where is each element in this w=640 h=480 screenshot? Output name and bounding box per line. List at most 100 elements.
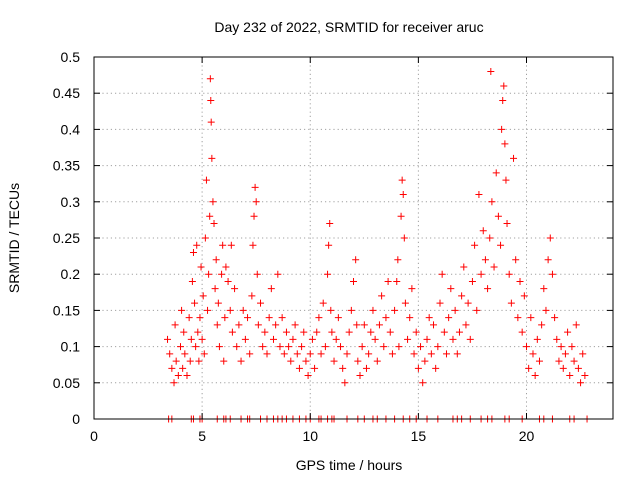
data-point xyxy=(400,234,408,242)
x-tick-label: 15 xyxy=(411,428,427,444)
data-point xyxy=(382,314,390,322)
data-point xyxy=(280,350,288,358)
data-point xyxy=(394,256,402,264)
data-point xyxy=(425,314,433,322)
data-point xyxy=(503,220,511,228)
data-point xyxy=(183,372,191,380)
data-point xyxy=(250,212,258,220)
data-point xyxy=(317,350,325,358)
data-point xyxy=(188,277,196,285)
data-point xyxy=(239,306,247,314)
data-point xyxy=(514,314,522,322)
data-point xyxy=(189,248,197,256)
data-point xyxy=(507,299,515,307)
data-point xyxy=(208,154,216,162)
data-point xyxy=(570,357,578,365)
data-point xyxy=(300,328,308,336)
data-point xyxy=(244,314,252,322)
x-tick-label: 20 xyxy=(519,428,535,444)
grid xyxy=(94,57,613,419)
data-point xyxy=(406,314,414,322)
data-points xyxy=(164,67,591,423)
data-point xyxy=(544,256,552,264)
y-tick-label: 0.15 xyxy=(53,302,80,318)
data-point xyxy=(327,306,335,314)
data-point xyxy=(282,328,290,336)
data-point xyxy=(395,343,403,351)
data-point xyxy=(362,364,370,372)
data-point xyxy=(494,212,502,220)
data-point xyxy=(219,241,227,249)
data-point xyxy=(166,350,174,358)
data-point xyxy=(449,335,457,343)
data-point xyxy=(199,292,207,300)
x-tick-label: 0 xyxy=(90,428,98,444)
data-point xyxy=(220,357,228,365)
data-point xyxy=(479,227,487,235)
data-point xyxy=(408,285,416,293)
data-point xyxy=(438,270,446,278)
data-point xyxy=(168,364,176,372)
data-point xyxy=(566,372,574,380)
data-point xyxy=(490,263,498,271)
data-point xyxy=(267,285,275,293)
data-point xyxy=(577,379,585,387)
data-point xyxy=(557,343,565,351)
data-point xyxy=(334,314,342,322)
data-point xyxy=(430,321,438,329)
data-point xyxy=(436,299,444,307)
data-point xyxy=(285,343,293,351)
chart-title: Day 232 of 2022, SRMTID for receiver aru… xyxy=(214,19,483,35)
data-point xyxy=(224,277,232,285)
data-point xyxy=(332,335,340,343)
data-point xyxy=(551,314,559,322)
data-point xyxy=(251,183,259,191)
y-tick-label: 0.25 xyxy=(53,230,80,246)
data-point xyxy=(171,321,179,329)
data-point xyxy=(341,379,349,387)
data-point xyxy=(378,292,386,300)
data-point xyxy=(505,270,513,278)
data-point xyxy=(468,277,476,285)
data-point xyxy=(347,306,355,314)
data-point xyxy=(311,364,319,372)
data-point xyxy=(201,234,209,242)
data-point xyxy=(215,343,223,351)
data-point xyxy=(499,96,507,104)
data-point xyxy=(207,96,215,104)
data-point xyxy=(321,343,329,351)
data-point xyxy=(497,241,505,249)
data-point xyxy=(442,350,450,358)
data-point xyxy=(170,379,178,387)
data-point xyxy=(388,350,396,358)
data-point xyxy=(360,321,368,329)
data-point xyxy=(391,306,399,314)
data-point xyxy=(473,306,481,314)
data-point xyxy=(432,364,440,372)
data-point xyxy=(419,379,427,387)
data-point xyxy=(579,350,587,358)
data-point xyxy=(399,191,407,199)
data-point xyxy=(319,299,327,307)
data-point xyxy=(276,343,284,351)
data-point xyxy=(178,306,186,314)
data-point xyxy=(410,350,418,358)
tick-labels: 0 5 10 15 20 0 0.05 0.1 0.15 0.2 0.25 0.3 0.35 0.4 0.4… xyxy=(53,49,535,444)
data-point xyxy=(194,328,202,336)
data-point xyxy=(486,234,494,242)
data-point xyxy=(484,285,492,293)
data-point xyxy=(308,335,316,343)
data-point xyxy=(210,220,218,228)
data-point xyxy=(252,198,260,206)
y-tick-label: 0.3 xyxy=(61,194,81,210)
data-point xyxy=(298,343,306,351)
data-point xyxy=(540,285,548,293)
data-point xyxy=(498,125,506,133)
y-axis-title: SRMTID / TECUs xyxy=(6,183,22,293)
data-point xyxy=(451,306,459,314)
data-point xyxy=(180,328,188,336)
data-point xyxy=(510,154,518,162)
data-point xyxy=(353,321,361,329)
data-point xyxy=(343,350,351,358)
